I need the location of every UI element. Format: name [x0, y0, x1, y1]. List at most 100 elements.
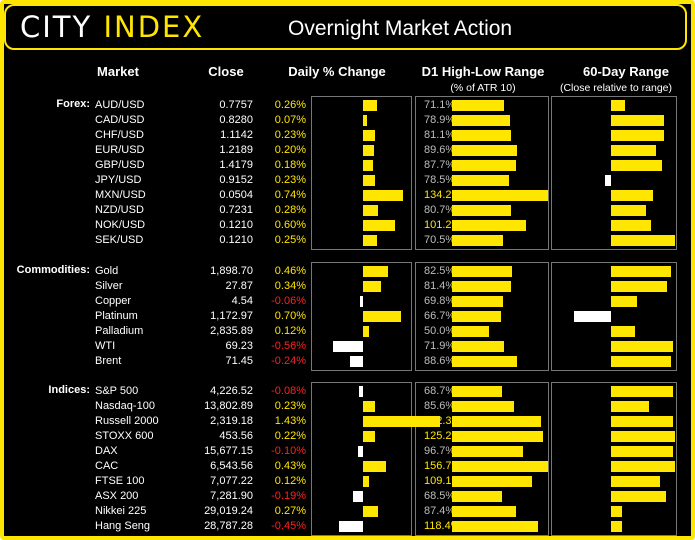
daily-change-value: 1.43% [274, 415, 306, 427]
range60-bar [611, 281, 667, 292]
col-subheader-d1-range: (% of ATR 10) [450, 82, 516, 94]
range60-bar [611, 506, 622, 517]
daily-change-bar [363, 326, 370, 337]
d1-range-value: 125.2% [424, 430, 462, 442]
daily-change-value: 0.07% [274, 114, 306, 126]
daily-change-bar [350, 356, 363, 367]
range60-bar [573, 311, 611, 322]
market-name: Copper [95, 295, 132, 307]
market-name: ASX 200 [95, 490, 139, 502]
d1-range-bar [452, 235, 504, 246]
close-value: 2,835.89 [210, 325, 253, 337]
range60-bar [611, 205, 646, 216]
daily-change-value: -0.19% [271, 490, 306, 502]
market-name: Brent [95, 355, 122, 367]
range60-bar [611, 190, 654, 201]
d1-range-value: 85.6% [424, 400, 456, 412]
daily-change-value: 0.28% [274, 204, 306, 216]
daily-change-bar [363, 100, 378, 111]
close-value: 29,019.24 [204, 505, 253, 517]
daily-change-bar [363, 311, 401, 322]
daily-change-bar [332, 341, 363, 352]
d1-range-bar [452, 145, 518, 156]
daily-change-value: -0.06% [271, 295, 306, 307]
d1-range-bar [452, 281, 512, 292]
d1-range-value: 80.7% [424, 204, 456, 216]
close-value: 4.54 [231, 295, 253, 307]
close-value: 0.0504 [219, 189, 253, 201]
daily-change-value: -0.08% [271, 385, 306, 397]
market-name: EUR/USD [95, 144, 145, 156]
range60-bar [611, 266, 672, 277]
range60-bar [611, 416, 674, 427]
d1-range-bar [452, 175, 510, 186]
daily-change-bar [363, 130, 376, 141]
d1-range-value: 71.1% [424, 99, 456, 111]
range60-bar [611, 446, 674, 457]
close-value: 0.7757 [219, 99, 253, 111]
d1-range-bar [452, 461, 548, 472]
d1-range-value: 101.2% [424, 219, 462, 231]
d1-range-value: 81.1% [424, 129, 456, 141]
d1-range-value: 88.6% [424, 355, 456, 367]
daily-change-bar [363, 205, 379, 216]
d1-range-value: 68.5% [424, 490, 456, 502]
daily-change-panel [311, 262, 412, 371]
d1-range-bar [452, 115, 510, 126]
range60-bar [611, 356, 672, 367]
col-header-60day-range: 60-Day Range [583, 64, 669, 79]
daily-change-bar [363, 431, 375, 442]
market-name: SEK/USD [95, 234, 144, 246]
d1-range-bar [452, 506, 516, 517]
range60-bar [611, 235, 675, 246]
daily-change-bar [363, 461, 387, 472]
range60-bar [611, 145, 657, 156]
d1-range-bar [452, 476, 532, 487]
d1-range-value: 118.4% [424, 520, 461, 532]
daily-change-bar [363, 401, 376, 412]
daily-change-value: 0.46% [274, 265, 306, 277]
group-label: Indices: [48, 384, 90, 396]
market-name: Nasdaq-100 [95, 400, 155, 412]
range60-bar [611, 296, 637, 307]
market-name: AUD/USD [95, 99, 145, 111]
market-name: DAX [95, 445, 118, 457]
d1-range-bar [452, 266, 513, 277]
d1-range-value: 87.7% [424, 159, 456, 171]
close-value: 69.23 [225, 340, 253, 352]
d1-range-bar [452, 220, 526, 231]
d1-range-value: 70.5% [424, 234, 456, 246]
daily-change-bar [363, 145, 374, 156]
market-name: CAD/USD [95, 114, 145, 126]
d1-range-bar [452, 356, 517, 367]
market-name: MXN/USD [95, 189, 146, 201]
close-value: 1,898.70 [210, 265, 253, 277]
daily-change-value: 0.12% [274, 325, 306, 337]
daily-change-bar [352, 491, 363, 502]
range60-bar [605, 175, 611, 186]
col-header-market: Market [97, 64, 139, 79]
daily-change-bar [363, 235, 377, 246]
range60-bar [611, 341, 674, 352]
d1-range-bar [452, 446, 523, 457]
close-value: 28,787.28 [204, 520, 253, 532]
col-subheader-60day-range: (Close relative to range) [559, 82, 673, 94]
close-value: 1.1142 [220, 129, 253, 141]
daily-change-value: 0.18% [274, 159, 306, 171]
close-value: 7,281.90 [210, 490, 253, 502]
daily-change-value: 0.74% [274, 189, 306, 201]
d1-range-bar [452, 521, 539, 532]
d1-range-bar [452, 205, 511, 216]
d1-range-value: 134.2% [424, 189, 462, 201]
daily-change-bar [363, 220, 396, 231]
daily-change-value: 0.60% [274, 219, 306, 231]
market-name: WTI [95, 340, 116, 352]
daily-change-bar [358, 386, 363, 397]
market-name: Hang Seng [95, 520, 151, 532]
daily-change-value: 0.27% [274, 505, 306, 517]
daily-change-value: -0.56% [271, 340, 306, 352]
range60-bar [611, 130, 665, 141]
range60-bar [611, 220, 651, 231]
daily-change-bar [359, 296, 363, 307]
close-value: 27.87 [225, 280, 253, 292]
